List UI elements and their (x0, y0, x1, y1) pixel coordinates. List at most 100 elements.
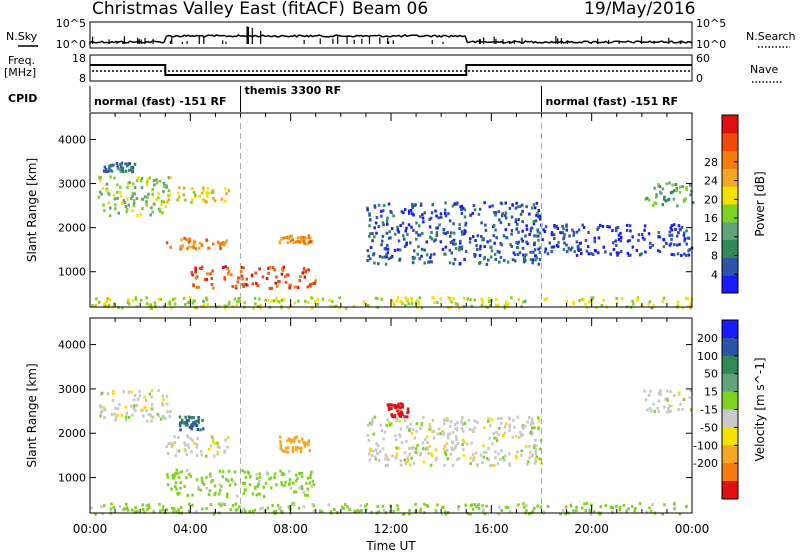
data-cell (196, 428, 199, 431)
data-cell (385, 219, 389, 223)
data-cell (120, 413, 124, 417)
data-cell (187, 502, 191, 506)
data-cell (205, 486, 208, 490)
data-cell (180, 246, 184, 250)
colorbar-tick-label: -50 (700, 421, 718, 434)
data-cell (130, 168, 133, 172)
data-cell (366, 208, 369, 212)
data-cell (153, 202, 156, 206)
data-cell (501, 212, 504, 216)
data-cell (257, 482, 260, 486)
data-cell (171, 298, 175, 301)
data-cell (178, 415, 182, 419)
data-cell (529, 451, 532, 454)
data-cell (414, 301, 418, 305)
data-cell (452, 430, 455, 434)
data-cell (414, 502, 417, 506)
data-cell (444, 252, 447, 256)
data-cell (114, 207, 117, 211)
data-cell (410, 302, 414, 306)
cpid-segment-label: themis 3300 RF (245, 84, 342, 97)
data-cell (649, 241, 652, 245)
data-cell (597, 236, 601, 240)
data-cell (420, 254, 423, 258)
data-cell (239, 270, 243, 273)
data-cell (463, 421, 467, 425)
data-cell (147, 503, 150, 507)
data-cell (369, 257, 372, 261)
data-cell (455, 458, 459, 461)
nsky-label: N.Sky (6, 30, 38, 43)
data-cell (641, 233, 644, 236)
data-cell (593, 510, 596, 514)
data-cell (406, 407, 410, 411)
data-cell (627, 254, 631, 257)
data-cell (506, 506, 510, 509)
data-cell (408, 209, 411, 213)
data-cell (397, 412, 400, 416)
data-cell (375, 451, 379, 455)
data-cell (165, 241, 169, 245)
data-cell (524, 234, 527, 238)
data-cell (287, 469, 291, 473)
data-cell (303, 444, 307, 448)
data-cell (182, 296, 186, 300)
data-cell (533, 241, 536, 245)
data-cell (423, 502, 426, 506)
data-cell (158, 502, 161, 506)
data-cell (572, 509, 575, 513)
data-cell (477, 212, 481, 216)
data-cell (160, 203, 163, 207)
data-cell (157, 389, 160, 392)
data-cell (161, 211, 164, 215)
data-cell (524, 259, 527, 263)
data-cell (258, 475, 262, 479)
data-cell (653, 186, 656, 190)
data-cell (101, 512, 105, 516)
data-cell (202, 303, 206, 307)
data-cell (429, 256, 432, 260)
data-cell (124, 169, 128, 173)
data-cell (233, 470, 237, 474)
data-cell (385, 255, 388, 259)
data-cell (650, 306, 654, 310)
data-cell (390, 407, 393, 410)
data-cell (470, 304, 473, 308)
data-cell (483, 245, 486, 249)
data-cell (434, 238, 437, 242)
data-cell (472, 235, 475, 239)
data-cell (601, 225, 605, 228)
data-cell (176, 198, 179, 202)
data-cell (135, 197, 139, 200)
data-cell (521, 229, 524, 233)
data-cell (293, 490, 296, 494)
data-cell (534, 457, 537, 461)
data-cell (98, 190, 102, 194)
data-cell (411, 255, 415, 259)
data-cell (505, 300, 508, 304)
data-cell (647, 303, 650, 307)
data-cell (442, 432, 445, 436)
data-cell (453, 257, 457, 261)
data-cell (226, 479, 230, 483)
data-cell (227, 436, 230, 439)
data-cell (343, 503, 347, 506)
data-cell (151, 192, 154, 196)
data-cell (145, 399, 148, 402)
colorbar-swatch (722, 391, 738, 410)
data-cell (311, 479, 314, 483)
nave-label: Nave (750, 63, 778, 76)
data-cell (126, 197, 129, 201)
data-cell (556, 226, 559, 230)
data-cell (192, 421, 195, 425)
data-cell (464, 249, 468, 253)
data-cell (522, 427, 525, 431)
data-cell (408, 452, 412, 456)
data-cell (409, 463, 412, 467)
data-cell (479, 453, 483, 457)
data-cell (604, 250, 607, 254)
data-cell (508, 464, 512, 467)
data-cell (333, 508, 336, 511)
data-cell (130, 165, 133, 169)
data-cell (653, 409, 656, 413)
